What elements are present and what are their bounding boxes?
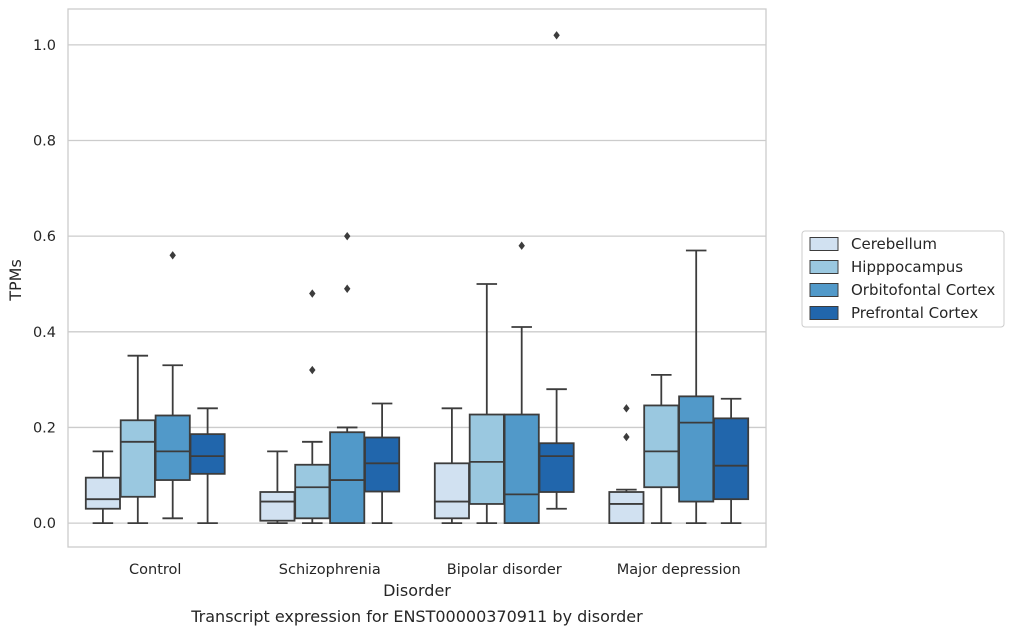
- x-axis-title: Disorder: [383, 581, 451, 600]
- y-tick-label: 0.6: [33, 229, 56, 245]
- iqr-box: [678, 395, 715, 503]
- box-prefrontal-cortex: [538, 31, 575, 510]
- box-cerebellum: [84, 450, 121, 524]
- box-hipppocampus: [643, 373, 680, 524]
- iqr-box: [608, 491, 645, 524]
- iqr-box: [84, 476, 121, 510]
- outlier-point: [553, 31, 560, 40]
- box-hipppocampus: [119, 354, 156, 524]
- iqr-box: [433, 462, 470, 520]
- box-plot-area: [84, 31, 750, 524]
- box-hipppocampus: [468, 283, 505, 524]
- box-cerebellum: [433, 407, 470, 524]
- outlier-point: [169, 251, 176, 260]
- box-orbitofontal-cortex: [154, 251, 191, 520]
- outlier-point: [518, 241, 525, 250]
- y-tick-label: 0.2: [33, 420, 56, 436]
- iqr-box: [364, 436, 401, 493]
- legend-swatch: [809, 283, 839, 297]
- x-axis-ticks: Control Schizophrenia Bipolar disorder Majo…: [129, 562, 741, 578]
- box-orbitofontal-cortex: [329, 231, 366, 524]
- box-prefrontal-cortex: [713, 397, 750, 524]
- y-axis-ticks: 0.0 0.2 0.4 0.6 0.8 1.0: [33, 38, 56, 532]
- outlier-point: [309, 365, 316, 375]
- x-tick-label: Control: [129, 562, 181, 578]
- legend-swatch: [809, 237, 839, 251]
- box-hipppocampus: [294, 289, 331, 524]
- x-tick-label: Bipolar disorder: [447, 562, 562, 578]
- box-prefrontal-cortex: [364, 402, 401, 524]
- legend-label: Orbitofontal Cortex: [851, 281, 995, 299]
- outlier-point: [623, 404, 630, 413]
- box-cerebellum: [259, 450, 296, 524]
- iqr-box: [119, 419, 156, 498]
- figure-caption: Transcript expression for ENST0000037091…: [190, 607, 643, 626]
- legend-frame: [801, 230, 1005, 328]
- box-cerebellum: [608, 404, 645, 524]
- legend: Cerebellum Hipppocampus Orbitofontal Corte…: [801, 230, 1005, 328]
- iqr-box: [154, 414, 191, 481]
- outlier-point: [344, 231, 351, 241]
- outlier-point: [309, 289, 316, 298]
- y-tick-label: 0.4: [33, 325, 56, 341]
- legend-label: Hipppocampus: [851, 258, 963, 276]
- x-tick-label: Major depression: [617, 562, 741, 578]
- box-orbitofontal-cortex: [678, 249, 715, 524]
- y-axis-title: TPMs: [6, 259, 25, 302]
- iqr-box: [468, 413, 505, 505]
- outlier-point: [623, 432, 630, 442]
- iqr-box: [713, 417, 750, 501]
- y-tick-label: 0.8: [33, 134, 56, 150]
- plot-frame: [67, 8, 767, 548]
- legend-swatch: [809, 260, 839, 274]
- y-tick-label: 1.0: [33, 38, 56, 54]
- x-tick-label: Schizophrenia: [279, 562, 381, 578]
- y-tick-label: 0.0: [33, 516, 56, 532]
- legend-label: Cerebellum: [851, 235, 937, 253]
- box-orbitofontal-cortex: [503, 241, 540, 524]
- box-prefrontal-cortex: [189, 407, 226, 524]
- outlier-point: [344, 284, 351, 293]
- legend-swatch: [809, 306, 839, 320]
- iqr-box: [503, 413, 540, 524]
- iqr-box: [329, 431, 366, 524]
- iqr-box: [643, 404, 680, 489]
- iqr-box: [189, 433, 226, 475]
- legend-label: Prefrontal Cortex: [851, 304, 978, 322]
- iqr-box: [259, 491, 296, 522]
- iqr-box: [294, 463, 331, 520]
- iqr-box: [538, 442, 575, 493]
